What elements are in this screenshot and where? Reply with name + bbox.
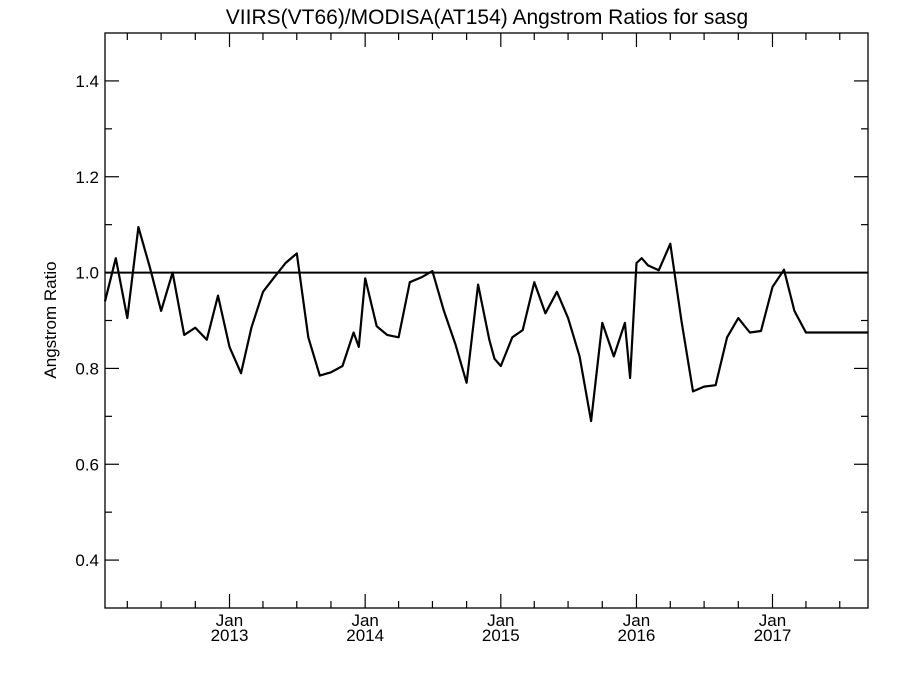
y-tick-label: 1.0: [75, 264, 99, 283]
data-point: [477, 283, 479, 285]
data-point: [240, 372, 242, 374]
x-tick-label-month: Jan: [351, 611, 378, 630]
x-tick-label-year: 2016: [618, 626, 656, 645]
data-point: [578, 355, 580, 357]
y-tick-labels: 0.4 0.6 0.8 1.0 1.2 1.4: [75, 72, 99, 570]
y-tick-label: 0.6: [75, 455, 99, 474]
x-tick-label-year: 2014: [346, 626, 384, 645]
data-point: [397, 336, 399, 338]
data-point: [511, 336, 513, 338]
data-point: [443, 310, 445, 312]
data-point: [624, 322, 626, 324]
y-tick-label: 1.2: [75, 168, 99, 187]
data-point: [183, 334, 185, 336]
data-point: [783, 269, 785, 271]
data-point: [126, 317, 128, 319]
y-tick-label: 0.8: [75, 359, 99, 378]
data-point: [307, 336, 309, 338]
data-point: [590, 420, 592, 422]
y-tick-label: 1.4: [75, 72, 99, 91]
y-axis-label: Angstrom Ratio: [41, 261, 60, 378]
x-tick-label-year: 2013: [211, 626, 249, 645]
data-point: [352, 331, 354, 333]
data-point: [171, 271, 173, 273]
data-point: [465, 382, 467, 384]
data-point: [262, 291, 264, 293]
x-tick-label-month: Jan: [623, 611, 650, 630]
data-point: [296, 252, 298, 254]
data-point: [493, 358, 495, 360]
data-point: [431, 270, 433, 272]
data-point: [149, 267, 151, 269]
data-point: [760, 330, 762, 332]
data-point: [522, 329, 524, 331]
data-point: [640, 257, 642, 259]
chart-title: VIIRS(VT66)/MODISA(AT154) Angstrom Ratio…: [226, 6, 748, 29]
x-tick-label-month: Jan: [759, 611, 786, 630]
data-point: [375, 325, 377, 327]
data-point: [500, 365, 502, 367]
data-point: [206, 338, 208, 340]
data-point: [680, 319, 682, 321]
data-point: [827, 331, 829, 333]
data-point: [635, 262, 637, 264]
data-point: [341, 365, 343, 367]
data-point: [319, 374, 321, 376]
x-tick-label-month: Jan: [216, 611, 243, 630]
data-point: [629, 377, 631, 379]
data-point: [556, 291, 558, 293]
data-point: [647, 264, 649, 266]
data-point: [104, 300, 106, 302]
data-point: [137, 226, 139, 228]
data-point: [771, 286, 773, 288]
data-point: [488, 338, 490, 340]
data-point: [839, 331, 841, 333]
data-point: [358, 346, 360, 348]
data-point: [533, 281, 535, 283]
data-point: [816, 331, 818, 333]
data-point: [714, 384, 716, 386]
data-point: [250, 326, 252, 328]
y-tick-label: 0.4: [75, 551, 99, 570]
data-point: [284, 262, 286, 264]
data-point: [409, 281, 411, 283]
data-point: [115, 257, 117, 259]
data-point: [805, 331, 807, 333]
data-point: [160, 310, 162, 312]
data-point: [726, 336, 728, 338]
data-point: [669, 243, 671, 245]
x-tick-label-year: 2017: [754, 626, 792, 645]
data-point: [194, 326, 196, 328]
data-point: [544, 312, 546, 314]
data-point: [737, 317, 739, 319]
data-point: [217, 294, 219, 296]
data-point: [386, 334, 388, 336]
data-point: [420, 276, 422, 278]
data-point: [703, 385, 705, 387]
x-tick-label-year: 2015: [482, 626, 520, 645]
data-point: [273, 276, 275, 278]
data-point: [793, 310, 795, 312]
data-point: [850, 331, 852, 333]
data-point: [364, 277, 366, 279]
data-point: [692, 390, 694, 392]
series-line: [103, 226, 868, 423]
data-point: [613, 355, 615, 357]
data-point: [567, 317, 569, 319]
data-point: [749, 331, 751, 333]
data-point: [862, 331, 864, 333]
data-point: [601, 322, 603, 324]
x-tick-label-month: Jan: [487, 611, 514, 630]
data-point: [228, 346, 230, 348]
data-point: [658, 269, 660, 271]
data-point: [454, 343, 456, 345]
data-point: [330, 371, 332, 373]
data-point: [867, 331, 869, 333]
